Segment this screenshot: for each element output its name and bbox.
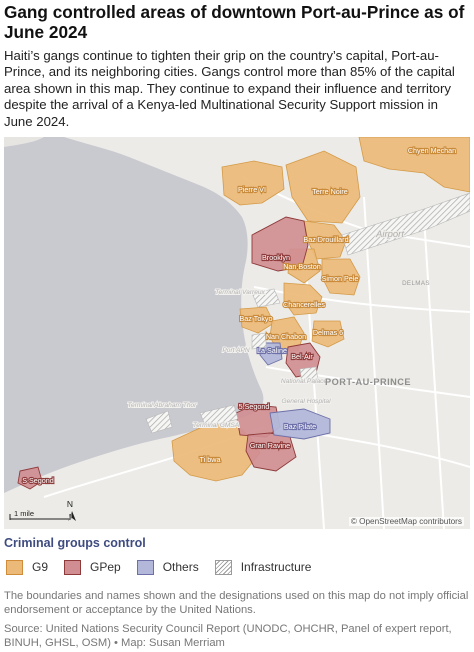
label-terminal-varreux: Terminal Varreux bbox=[215, 289, 265, 296]
area-baz-pilate bbox=[269, 408, 331, 440]
infra-terminal-varreux bbox=[251, 288, 281, 308]
legend-swatch-gpep bbox=[64, 559, 82, 575]
other-territories[interactable] bbox=[259, 342, 331, 440]
map-canvas[interactable]: Chyen Mechan Pierre VI Terre Noire Baz D… bbox=[4, 137, 470, 529]
label-s-segond: S Segond bbox=[22, 476, 54, 485]
legend-item-others: Others bbox=[136, 559, 199, 575]
north-label: N bbox=[67, 499, 73, 509]
disclaimer-note: The boundaries and names shown and the d… bbox=[4, 590, 469, 616]
coast-detail bbox=[4, 137, 44, 147]
label-port-apn: Port APN bbox=[222, 347, 249, 354]
label-baz-tokyo: Baz Tokyo bbox=[239, 314, 272, 323]
infra-terminal-gmsa bbox=[199, 404, 239, 428]
label-port-au-prince: PORT-AU-PRINCE bbox=[325, 377, 411, 387]
label-chyen-mechan: Chyen Mechan bbox=[408, 146, 456, 155]
legend-label-infrastructure: Infrastructure bbox=[240, 560, 312, 574]
label-pierre-vi: Pierre VI bbox=[238, 185, 266, 194]
label-terminal-abraham-thor: Terminal Abraham Thor bbox=[128, 402, 198, 409]
legend-title: Criminal groups control bbox=[4, 536, 146, 550]
label-terminal-gmsa: Terminal GMSA bbox=[193, 422, 240, 429]
area-brooklyn bbox=[251, 216, 309, 272]
map-title: Gang controlled areas of downtown Port-a… bbox=[4, 2, 465, 42]
legend-label-g9: G9 bbox=[32, 560, 49, 574]
source-note: Source: United Nations Security Council … bbox=[4, 623, 452, 649]
label-national-palace: National Palace bbox=[281, 378, 328, 385]
label-brooklyn: Brooklyn bbox=[262, 253, 290, 262]
label-airport: Airport bbox=[375, 229, 404, 240]
legend-label-gpep: GPep bbox=[90, 560, 121, 574]
legend-swatch-others bbox=[136, 559, 154, 575]
label-chancerelles: Chancerelles bbox=[283, 300, 325, 309]
label-bel-air: Bel-Air bbox=[291, 352, 313, 361]
label-simon-pele: Simon Pele bbox=[322, 274, 359, 283]
area-pierre-vi bbox=[221, 160, 285, 206]
area-s-segond bbox=[17, 466, 43, 490]
legend: G9 GPep Others Infrastructure bbox=[6, 558, 327, 576]
label-5-segond: 5 Segond bbox=[239, 402, 270, 411]
legend-item-gpep: GPep bbox=[64, 559, 121, 575]
territory-labels: Chyen Mechan Pierre VI Terre Noire Baz D… bbox=[21, 145, 457, 486]
infra-port-apn bbox=[251, 332, 267, 350]
label-baz-drouillard: Baz Drouillard bbox=[303, 235, 348, 244]
label-nan-boston: Nan Boston bbox=[283, 262, 321, 271]
label-gran-ravine: Gran Ravine bbox=[250, 441, 290, 450]
infra-terminal-abraham-thor bbox=[145, 410, 173, 434]
label-delmas-6: Delmas 6 bbox=[313, 328, 343, 337]
legend-item-g9: G9 bbox=[6, 559, 49, 575]
label-terre-noire: Terre Noire bbox=[312, 187, 348, 196]
label-nan-chabon: Nan Chabon bbox=[266, 332, 306, 341]
area-terre-noire bbox=[285, 150, 361, 224]
bay-water bbox=[4, 137, 264, 493]
area-simon-pele bbox=[321, 258, 361, 296]
label-delmas: DELMAS bbox=[402, 280, 430, 287]
area-delmas-6 bbox=[311, 320, 345, 348]
map-attribution: © OpenStreetMap contributors bbox=[348, 517, 464, 526]
area-la-saline bbox=[259, 342, 283, 366]
map-panel[interactable]: Chyen Mechan Pierre VI Terre Noire Baz D… bbox=[4, 137, 470, 529]
map-subtitle: Haiti’s gangs continue to tighten their … bbox=[4, 48, 455, 129]
label-ti-bwa: Ti bwa bbox=[200, 455, 221, 464]
north-arrow-icon: N bbox=[67, 499, 76, 521]
area-ti-bwa bbox=[171, 422, 261, 482]
label-baz-pilate: Baz Pilate bbox=[284, 422, 316, 431]
label-la-saline: La Saline bbox=[257, 346, 287, 355]
legend-label-others: Others bbox=[162, 560, 199, 574]
area-chancerelles bbox=[283, 282, 323, 316]
label-general-hospital: General Hospital bbox=[281, 398, 331, 405]
infra-airport bbox=[341, 192, 470, 256]
legend-swatch-infrastructure bbox=[214, 559, 232, 575]
infrastructure-areas[interactable] bbox=[145, 192, 470, 434]
legend-swatch-g9 bbox=[6, 559, 23, 575]
infra-national-palace bbox=[299, 366, 319, 384]
legend-item-infrastructure: Infrastructure bbox=[214, 559, 312, 575]
scale-label: 1 mile bbox=[14, 509, 34, 518]
area-baz-tokyo bbox=[239, 306, 275, 334]
area-chyen-mechan bbox=[358, 137, 470, 193]
